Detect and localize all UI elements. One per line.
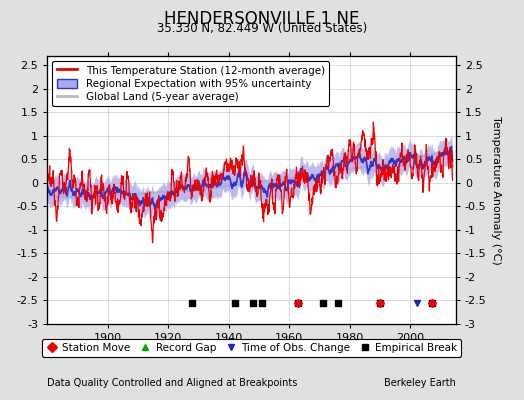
Legend: This Temperature Station (12-month average), Regional Expectation with 95% uncer: This Temperature Station (12-month avera… (52, 61, 329, 106)
Text: HENDERSONVILLE 1 NE: HENDERSONVILLE 1 NE (165, 10, 359, 28)
Text: Berkeley Earth: Berkeley Earth (384, 378, 456, 388)
Text: Data Quality Controlled and Aligned at Breakpoints: Data Quality Controlled and Aligned at B… (47, 378, 298, 388)
Text: 35.330 N, 82.449 W (United States): 35.330 N, 82.449 W (United States) (157, 22, 367, 35)
Legend: Station Move, Record Gap, Time of Obs. Change, Empirical Break: Station Move, Record Gap, Time of Obs. C… (41, 339, 462, 357)
Y-axis label: Temperature Anomaly (°C): Temperature Anomaly (°C) (491, 116, 501, 264)
